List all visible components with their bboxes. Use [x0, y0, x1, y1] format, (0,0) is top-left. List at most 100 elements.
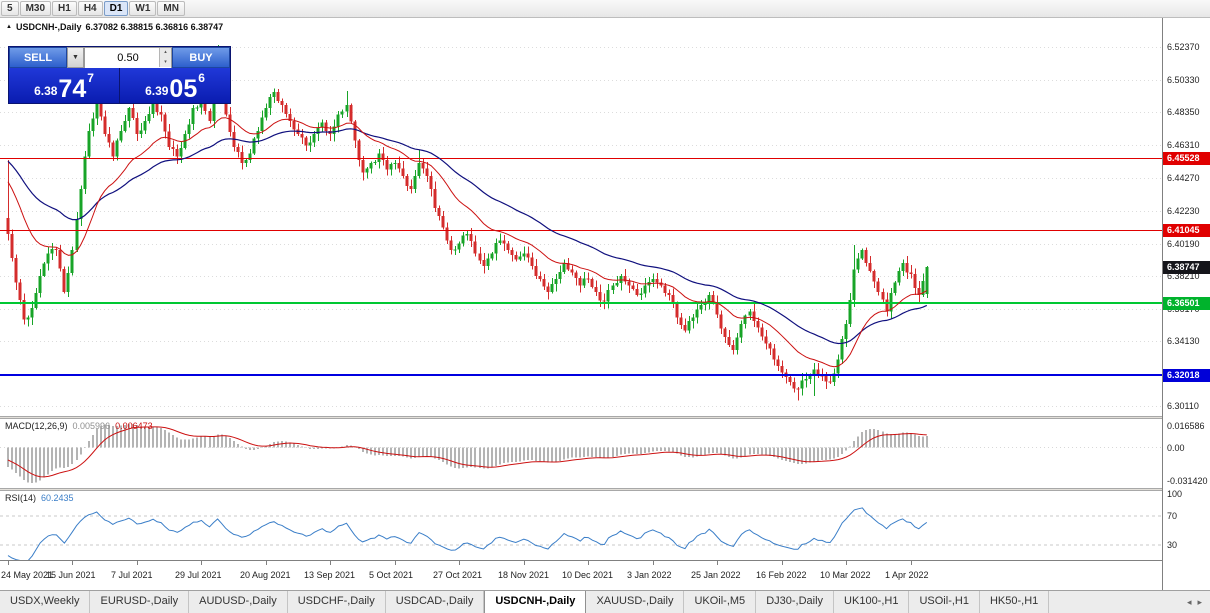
candle-body — [139, 130, 143, 134]
candle-body — [54, 249, 58, 251]
chart-tab-dj30[interactable]: DJ30-,Daily — [756, 591, 835, 613]
chart-tab-uk100[interactable]: UK100-,H1 — [834, 591, 910, 613]
price-axis[interactable]: 6.52370 6.50330 6.48350 6.46310 6.44270 6.422… — [1162, 18, 1210, 590]
candle-body — [369, 163, 373, 169]
candle-body — [288, 114, 292, 122]
candle-body — [558, 271, 562, 279]
spin-down-icon[interactable]: ▾ — [164, 58, 167, 65]
candle-body — [808, 375, 812, 379]
candle-body — [893, 282, 897, 294]
candle-body — [441, 216, 445, 228]
chart-tab-ukoil[interactable]: UKOil-,M5 — [684, 591, 757, 613]
candle-body — [796, 388, 800, 390]
tab-scroll-left-icon[interactable]: ◂ — [1186, 596, 1192, 607]
chart-tab-eurusd[interactable]: EURUSD-,Daily — [90, 591, 190, 613]
candle-body — [324, 122, 328, 132]
trade-prices-row: 6.38 74 7 6.39 05 6 — [9, 68, 230, 103]
volume-input[interactable] — [85, 48, 171, 68]
ask-price-pips: 05 — [169, 74, 198, 103]
candle-body — [909, 272, 913, 275]
bid-price-display[interactable]: 6.38 74 7 — [9, 68, 119, 103]
candle-body — [373, 162, 377, 163]
candle-body — [707, 295, 711, 304]
chart-tab-usdx[interactable]: USDX,Weekly — [0, 591, 91, 613]
candle-body — [530, 257, 534, 267]
candle-body — [804, 378, 808, 381]
tab-scroll-right-icon[interactable]: ▸ — [1197, 596, 1202, 607]
timeframe-button-m30[interactable]: M30 — [19, 1, 52, 16]
ask-price-display[interactable]: 6.39 05 6 — [119, 68, 230, 103]
chart-tab-xauusd[interactable]: XAUUSD-,Daily — [586, 591, 685, 613]
macd-signal-value: 0.006473 — [115, 421, 153, 431]
candle-body — [18, 282, 22, 300]
spin-up-icon[interactable]: ▴ — [164, 49, 167, 55]
chart-tab-usdchf[interactable]: USDCHF-,Daily — [288, 591, 386, 613]
candle-body — [405, 175, 409, 186]
pane-separator-rsi[interactable] — [0, 488, 1210, 491]
candle-body — [594, 286, 598, 292]
candle-body — [852, 269, 856, 300]
candle-body — [228, 114, 232, 133]
timeframe-button-mn[interactable]: MN — [157, 1, 185, 16]
candle-body — [502, 240, 506, 244]
timeframe-button-d1[interactable]: D1 — [103, 1, 129, 16]
candle-body — [602, 300, 606, 302]
candle-body — [643, 285, 647, 294]
time-tick — [395, 561, 396, 565]
candle-body — [99, 98, 103, 117]
candle-body — [510, 250, 514, 256]
candle-body — [457, 243, 461, 250]
rsi-name: RSI(14) — [5, 493, 37, 503]
chart-tab-usoil[interactable]: USOil-,H1 — [909, 591, 980, 613]
volume-dropdown-button[interactable]: ▼ — [67, 47, 84, 68]
time-axis-label: 13 Sep 2021 — [304, 570, 356, 580]
candle-body — [542, 279, 546, 287]
time-tick — [201, 561, 202, 565]
buy-button[interactable]: BUY — [172, 47, 230, 68]
chart-tab-usdcnh[interactable]: USDCNH-,Daily — [484, 591, 587, 613]
price-tick-label: 6.44270 — [1167, 173, 1200, 183]
sell-button[interactable]: SELL — [9, 47, 67, 68]
chart-tab-hk50[interactable]: HK50-,H1 — [980, 591, 1050, 613]
rsi-pane[interactable]: RSI(14) 60.2435 — [0, 491, 1162, 560]
time-tick — [330, 561, 331, 565]
candle-body — [62, 268, 66, 292]
candle-body — [50, 249, 54, 254]
timeframe-button-h1[interactable]: H1 — [52, 1, 77, 16]
candle-body — [905, 262, 909, 273]
rsi-axis-30: 30 — [1167, 540, 1178, 550]
candle-body — [518, 256, 522, 260]
candle-body — [91, 118, 95, 131]
candle-body — [75, 219, 79, 250]
volume-spinner[interactable]: ▴ ▾ — [159, 48, 171, 67]
pane-separator-macd[interactable] — [0, 416, 1210, 419]
candle-body — [663, 285, 667, 293]
price-chart-canvas[interactable] — [0, 18, 1162, 416]
chart-tab-usdcad[interactable]: USDCAD-,Daily — [386, 591, 485, 613]
candle-body — [107, 134, 111, 143]
candle-body — [123, 121, 127, 131]
chart-tab-audusd[interactable]: AUDUSD-,Daily — [189, 591, 288, 613]
time-axis-label: 29 Jul 2021 — [175, 570, 222, 580]
timeframe-button-5[interactable]: 5 — [1, 1, 19, 16]
time-axis[interactable]: 24 May 2021 15 Jun 2021 7 Jul 2021 29 Jul 2… — [0, 560, 1162, 590]
candle-body — [381, 153, 385, 161]
time-tick — [717, 561, 718, 565]
candle-body — [788, 377, 792, 383]
price-chart-pane[interactable]: ▲ USDCNH-,Daily 6.37082 6.38815 6.36816 … — [0, 18, 1162, 416]
timeframe-button-w1[interactable]: W1 — [129, 1, 157, 16]
rsi-label: RSI(14) 60.2435 — [5, 493, 79, 503]
candle-body — [320, 122, 324, 128]
timeframe-button-h4[interactable]: H4 — [77, 1, 103, 16]
candle-body — [574, 272, 578, 278]
candle-body — [449, 240, 453, 250]
candle-body — [848, 299, 852, 325]
macd-pane[interactable]: MACD(12,26,9) 0.005996 0.006473 — [0, 419, 1162, 488]
candle-body — [159, 111, 163, 115]
rsi-canvas[interactable] — [0, 491, 1162, 560]
macd-canvas[interactable] — [0, 419, 1162, 488]
macd-signal-line — [7, 426, 927, 478]
chart-symbol-label: USDCNH-,Daily — [15, 22, 82, 32]
candle-body — [631, 285, 635, 290]
time-axis-label: 10 Mar 2022 — [820, 570, 871, 580]
